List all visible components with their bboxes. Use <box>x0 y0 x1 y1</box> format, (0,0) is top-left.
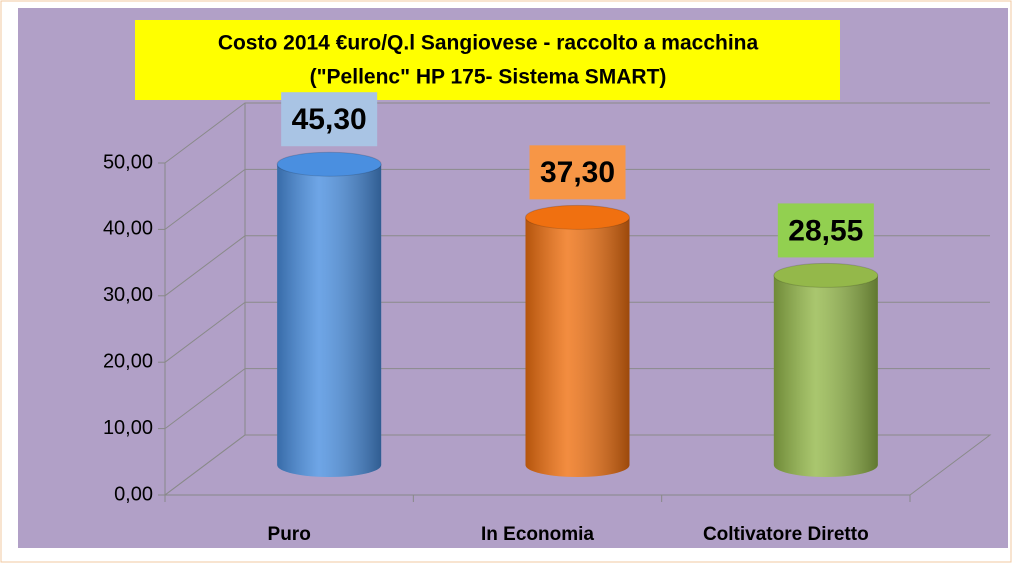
y-tick-label: 0,00 <box>114 483 153 505</box>
grid-line <box>164 434 990 496</box>
bar-top <box>773 262 879 288</box>
chart-title: Costo 2014 €uro/Q.l Sangiovese - raccolt… <box>218 32 759 55</box>
value-label-box <box>777 203 874 258</box>
bar-top <box>525 204 630 230</box>
value-label-box <box>529 145 626 200</box>
y-tick-label: 10,00 <box>103 417 153 439</box>
y-tick-label: 50,00 <box>103 151 153 173</box>
value-label: 37,30 <box>540 156 615 189</box>
grid-line <box>164 235 990 297</box>
value-label: 28,55 <box>788 214 863 247</box>
y-tick-label: 40,00 <box>103 218 153 240</box>
grid-line <box>164 168 990 230</box>
bar-shade <box>525 217 630 477</box>
value-label: 45,30 <box>292 103 367 136</box>
chart-subtitle: ("Pellenc" HP 175- Sistema SMART) <box>310 66 667 89</box>
bar-top <box>276 151 382 177</box>
bar-shade <box>277 164 382 477</box>
y-tick-label: 20,00 <box>103 350 153 372</box>
title-box <box>135 20 840 100</box>
x-tick-label: Puro <box>268 524 311 545</box>
grid-line <box>164 102 990 164</box>
grid-line <box>164 301 990 363</box>
bar-shade <box>773 275 878 477</box>
grid-line <box>164 368 990 429</box>
x-tick-label: In Economia <box>481 524 594 545</box>
x-tick-label: Coltivatore Diretto <box>703 524 869 545</box>
y-tick-label: 30,00 <box>103 284 153 306</box>
value-label-box <box>281 92 378 147</box>
